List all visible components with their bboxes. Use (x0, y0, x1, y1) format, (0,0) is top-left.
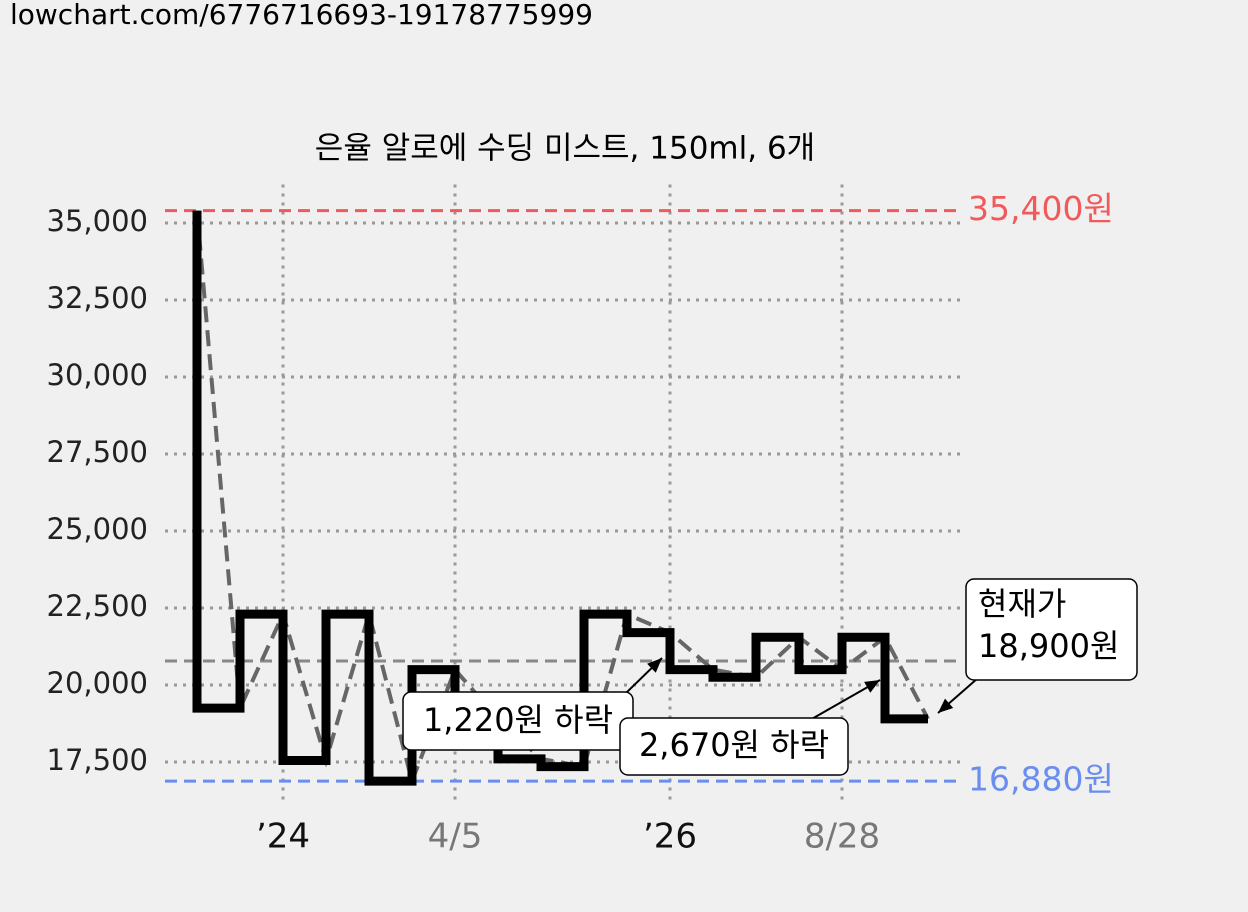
reference-label: 16,880원 (968, 760, 1114, 799)
y-tick-label: 27,500 (47, 435, 148, 469)
y-tick-label: 25,000 (47, 512, 148, 546)
y-tick-label: 17,500 (47, 743, 148, 777)
annotation-box (965, 578, 1138, 681)
arrow-head (647, 658, 662, 673)
url: lowchart.com/6776716693-19178775999 (10, 0, 593, 31)
annotation-text: 1,220원 하락 (423, 701, 613, 739)
reference-label: 35,400원 (968, 189, 1114, 228)
x-tick-label: ’26 (643, 817, 697, 857)
x-tick-label: 4/5 (428, 817, 483, 857)
arrow-head (864, 680, 880, 693)
arrow-head (938, 698, 954, 713)
y-tick-label: 30,000 (47, 358, 148, 392)
y-tick-label: 35,000 (47, 204, 148, 238)
annotation-text: 2,670원 하락 (639, 726, 829, 764)
chart-title: 은율 알로에 수딩 미스트, 150ml, 6개 (315, 131, 815, 167)
annotation-text: 현재가 (978, 585, 1066, 623)
y-tick-label: 32,500 (47, 281, 148, 315)
price-step-line (192, 210, 928, 786)
annotation-text: 18,900원 (978, 627, 1119, 665)
x-tick-label: 8/28 (804, 817, 880, 857)
annotation-box (619, 717, 849, 776)
y-tick-label: 20,000 (47, 666, 148, 700)
y-tick-label: 22,500 (47, 589, 148, 623)
x-tick-label: ’24 (256, 817, 310, 857)
